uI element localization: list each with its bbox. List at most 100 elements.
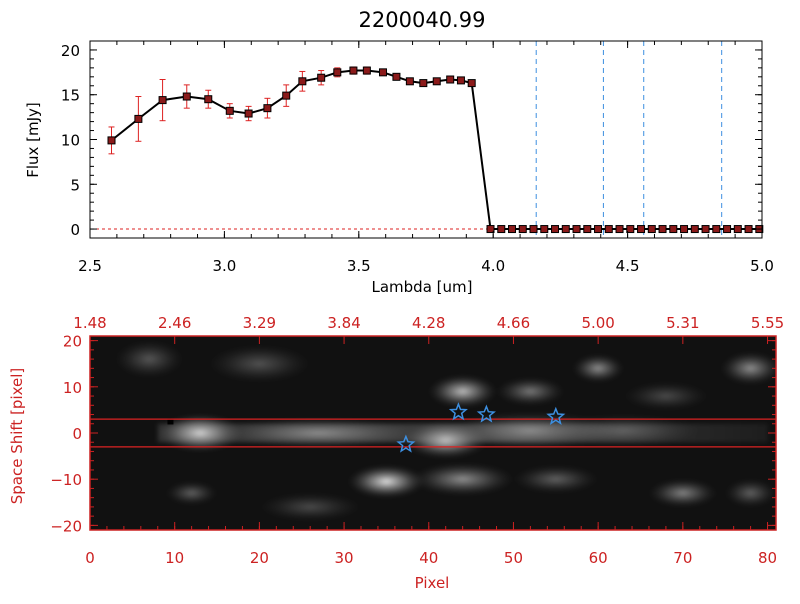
data-point — [204, 95, 213, 104]
data-point — [497, 225, 506, 234]
x-tick-label: 5.0 — [750, 257, 774, 275]
x-tick-label: 20 — [250, 549, 269, 567]
data-point — [446, 75, 455, 84]
data-point — [594, 225, 603, 234]
data-point — [486, 225, 495, 234]
trace-start-marker — [167, 418, 174, 425]
data-point — [419, 79, 428, 88]
data-point — [572, 225, 581, 234]
data-point — [182, 92, 191, 101]
x-tick-label: 80 — [758, 549, 777, 567]
data-point — [733, 225, 742, 234]
data-point — [298, 77, 307, 86]
x-tick-label: 60 — [589, 549, 608, 567]
data-point — [518, 225, 527, 234]
star-marker — [448, 402, 468, 421]
heatmap-sources — [115, 340, 776, 521]
data-point — [551, 225, 560, 234]
heatmap-source — [623, 382, 709, 410]
data-point — [405, 77, 414, 86]
x-axis-label: Lambda [um] — [372, 278, 473, 296]
data-point — [263, 104, 272, 113]
data-point — [244, 109, 253, 118]
heatmap-source — [115, 340, 184, 378]
x-tick-label: 3.5 — [347, 257, 371, 275]
heatmap-source — [166, 481, 218, 505]
data-point — [432, 77, 441, 86]
chart-title: 2200040.99 — [359, 8, 486, 32]
top-tick-label: 5.31 — [666, 314, 699, 332]
pixel-axis-ticks: 0 10 20 30 40 50 60 70 80 — [85, 522, 777, 567]
heatmap-source — [720, 352, 776, 385]
x-tick-label: 40 — [419, 549, 438, 567]
x-tick-label: 2.5 — [78, 257, 102, 275]
data-point — [540, 225, 549, 234]
heatmap-source — [572, 354, 624, 383]
top-tick-label: 3.84 — [327, 314, 360, 332]
y-tick-label: 15 — [61, 87, 80, 105]
y-tick-label: −20 — [50, 517, 82, 535]
data-point — [723, 225, 732, 234]
star-marker — [476, 404, 496, 423]
data-point — [615, 225, 624, 234]
x-tick-label: 4.0 — [481, 257, 505, 275]
y-axis-label: Flux [mJy] — [24, 102, 42, 178]
x-axis-label: Pixel — [415, 574, 450, 592]
heatmap-image — [90, 336, 776, 530]
data-point — [529, 225, 538, 234]
y-tick-label: 10 — [63, 379, 82, 397]
trace-streak — [157, 423, 768, 443]
x-tick-label: 30 — [335, 549, 354, 567]
data-point — [701, 225, 710, 234]
data-point — [680, 225, 689, 234]
line-marker-group — [535, 41, 723, 238]
data-point — [317, 73, 326, 82]
heatmap-source — [348, 465, 425, 498]
data-point — [658, 225, 667, 234]
star-marker — [396, 434, 416, 453]
heatmap-source — [428, 375, 497, 408]
flux-markers — [107, 66, 764, 234]
data-point — [333, 68, 342, 77]
data-point — [134, 114, 143, 123]
plot-frame — [89, 40, 763, 239]
heatmap-source — [411, 463, 514, 496]
top-tick-label: 4.66 — [497, 314, 530, 332]
data-point — [282, 91, 291, 100]
data-point — [561, 225, 570, 234]
data-point — [378, 68, 387, 77]
top-tick-label: 2.46 — [158, 314, 191, 332]
space-shift-axis-ticks: −20 −10 0 10 20 — [50, 333, 776, 535]
x-tick-label: 70 — [673, 549, 692, 567]
data-point — [362, 66, 371, 75]
data-point — [637, 225, 646, 234]
y-tick-label: 0 — [72, 425, 82, 443]
y-axis-label: Space Shift [pixel] — [8, 368, 26, 505]
y-axis-ticks: 0 5 10 15 20 — [61, 42, 762, 239]
y-tick-label: 20 — [61, 42, 80, 60]
heatmap-source — [208, 345, 311, 383]
top-tick-label: 1.48 — [73, 314, 106, 332]
top-tick-label: 3.29 — [243, 314, 276, 332]
data-point — [349, 66, 358, 75]
y-tick-label: 10 — [61, 132, 80, 150]
extraction-aperture-lines — [90, 418, 776, 448]
data-point — [604, 225, 613, 234]
heatmap-source — [725, 479, 776, 507]
data-point — [158, 96, 167, 105]
heatmap-source — [259, 493, 362, 521]
star-markers — [396, 402, 566, 453]
x-tick-label: 3.0 — [212, 257, 236, 275]
x-tick-label: 10 — [165, 549, 184, 567]
data-point — [392, 72, 401, 81]
x-tick-label: 4.5 — [616, 257, 640, 275]
wavelength-axis-ticks: 1.48 2.46 3.29 3.84 4.28 4.66 5.00 5.31 5.55 — [73, 314, 784, 344]
data-point — [712, 225, 721, 234]
top-tick-label: 5.55 — [751, 314, 784, 332]
top-tick-label: 4.28 — [412, 314, 445, 332]
data-point — [744, 225, 753, 234]
top-tick-label: 5.00 — [581, 314, 614, 332]
y-tick-label: 5 — [70, 176, 80, 194]
